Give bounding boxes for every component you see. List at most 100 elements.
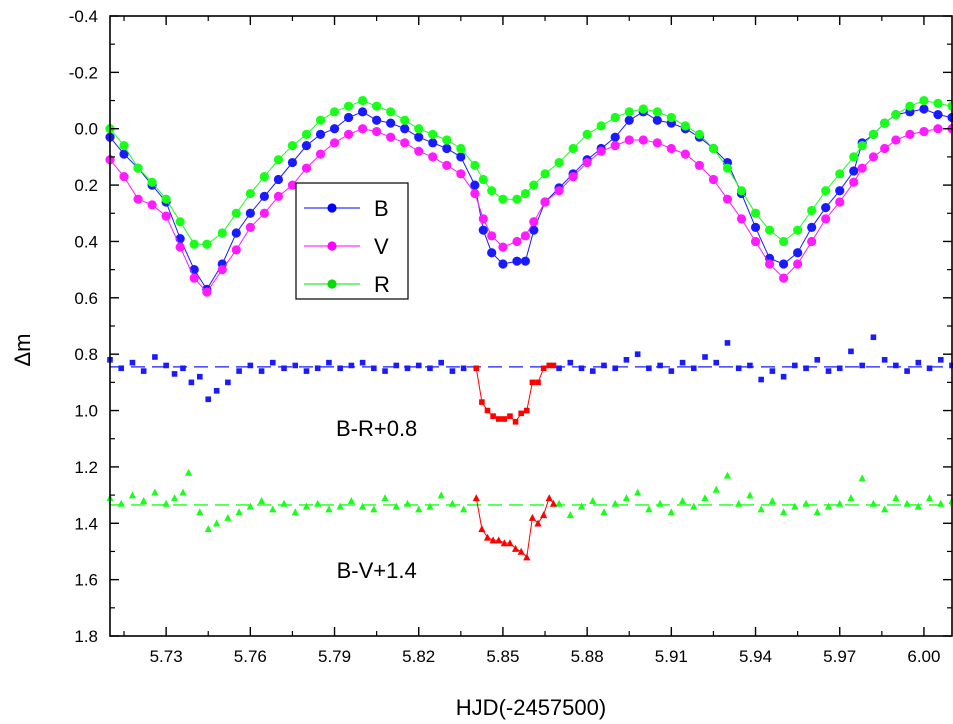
x-tick-label: 5.79 xyxy=(318,647,351,666)
data-point xyxy=(489,536,497,544)
data-point xyxy=(301,129,312,139)
data-point xyxy=(213,388,220,394)
data-point xyxy=(914,502,922,510)
y-tick-label: 1.0 xyxy=(74,402,98,421)
data-point xyxy=(478,525,486,533)
data-point xyxy=(449,368,456,374)
data-point xyxy=(329,138,340,148)
data-point xyxy=(382,368,388,374)
data-point xyxy=(403,499,412,507)
legend-marker xyxy=(327,241,337,251)
data-point xyxy=(523,553,531,561)
data-point xyxy=(372,126,382,137)
data-point xyxy=(933,124,943,134)
data-point xyxy=(835,186,845,196)
data-point xyxy=(645,505,653,513)
data-point xyxy=(601,362,607,369)
data-point xyxy=(634,488,642,496)
data-point xyxy=(273,174,283,185)
data-point xyxy=(848,348,854,355)
data-point xyxy=(555,499,563,507)
x-tick-label: 5.85 xyxy=(486,647,519,666)
data-point xyxy=(582,157,592,168)
data-point xyxy=(567,359,574,366)
data-point xyxy=(287,157,298,168)
y-tick-label: 1.2 xyxy=(74,458,98,477)
data-point xyxy=(540,511,548,519)
data-point xyxy=(694,160,705,170)
data-point xyxy=(204,525,212,533)
data-point xyxy=(821,203,831,213)
data-point xyxy=(202,239,212,249)
data-point xyxy=(624,115,634,125)
data-point xyxy=(315,129,326,139)
data-point xyxy=(919,95,929,106)
data-point xyxy=(302,502,311,510)
data-point xyxy=(326,359,332,366)
data-point xyxy=(478,214,488,224)
data-point xyxy=(926,365,933,372)
data-point xyxy=(118,365,125,372)
data-point xyxy=(512,194,522,204)
data-point xyxy=(386,132,396,142)
series-b-v xyxy=(106,468,953,533)
data-point xyxy=(372,101,382,111)
data-point xyxy=(347,496,355,504)
axes-layer: 5.73 5.76 5.79 5.82 5.85 5.88 5.91 5.94 5.97 6.00… xyxy=(69,7,953,666)
data-point xyxy=(315,149,326,159)
data-point xyxy=(736,186,747,196)
data-point xyxy=(868,129,879,139)
data-point xyxy=(554,186,564,196)
data-point xyxy=(881,357,888,363)
data-point xyxy=(273,155,283,165)
data-point xyxy=(231,245,241,255)
legend-box xyxy=(295,182,409,300)
y-tick-label: 1.4 xyxy=(74,514,98,533)
data-point xyxy=(189,273,199,283)
data-point xyxy=(314,499,322,507)
data-point xyxy=(652,138,662,148)
data-point xyxy=(792,362,798,369)
legend-label: R xyxy=(374,272,390,297)
data-point xyxy=(835,169,845,179)
data-point xyxy=(821,186,831,196)
data-point xyxy=(768,496,776,504)
data-point xyxy=(713,359,720,366)
data-point xyxy=(381,494,389,502)
data-point xyxy=(680,149,690,159)
plot-frame xyxy=(110,16,952,636)
data-point xyxy=(371,365,377,372)
data-point xyxy=(933,110,943,120)
data-point xyxy=(152,354,158,360)
data-point xyxy=(545,494,553,502)
data-point xyxy=(779,273,789,283)
data-point xyxy=(470,188,480,199)
data-point xyxy=(415,362,422,369)
data-point xyxy=(478,225,488,235)
legend-entry-v: V xyxy=(304,234,389,259)
data-point xyxy=(161,211,171,221)
x-tick-label: 5.73 xyxy=(150,647,183,666)
data-point xyxy=(180,365,186,372)
data-point xyxy=(428,152,438,162)
series-annotation: B-V+1.4 xyxy=(337,558,417,583)
data-point xyxy=(893,362,899,369)
x-tick-label: 5.94 xyxy=(739,647,772,666)
data-point xyxy=(708,174,719,185)
data-point xyxy=(358,124,368,134)
data-point xyxy=(949,362,953,369)
data-point xyxy=(484,407,491,414)
data-point xyxy=(460,365,467,372)
data-point xyxy=(870,334,877,341)
data-point xyxy=(414,132,424,142)
data-point xyxy=(578,365,585,372)
data-point xyxy=(814,357,821,363)
data-point xyxy=(859,362,865,369)
data-point xyxy=(891,135,901,145)
data-point xyxy=(750,222,761,232)
data-point xyxy=(511,544,520,552)
data-point xyxy=(802,499,810,507)
data-point xyxy=(702,354,708,360)
data-point xyxy=(236,368,242,374)
